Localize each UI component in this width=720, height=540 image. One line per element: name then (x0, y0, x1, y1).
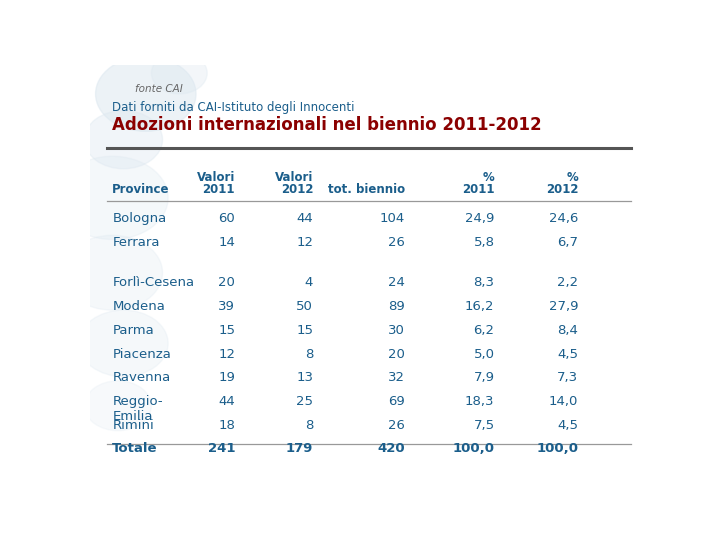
Circle shape (78, 310, 168, 377)
Circle shape (84, 111, 163, 168)
Text: Adozioni internazionali nel biennio 2011-2012: Adozioni internazionali nel biennio 2011… (112, 116, 542, 133)
Text: %: % (567, 171, 578, 184)
Text: 20: 20 (218, 276, 235, 289)
Text: 12: 12 (296, 236, 313, 249)
Circle shape (151, 52, 207, 94)
Text: 18,3: 18,3 (465, 395, 495, 408)
Text: 14,0: 14,0 (549, 395, 578, 408)
Text: 24,6: 24,6 (549, 212, 578, 225)
Circle shape (56, 156, 168, 239)
Text: 8: 8 (305, 418, 313, 431)
Text: Province: Province (112, 183, 170, 197)
Text: Valori: Valori (275, 171, 313, 184)
Text: Dati forniti da CAI-Istituto degli Innocenti: Dati forniti da CAI-Istituto degli Innoc… (112, 102, 355, 114)
Text: 179: 179 (286, 442, 313, 455)
Text: 104: 104 (380, 212, 405, 225)
Text: 2,2: 2,2 (557, 276, 578, 289)
Text: 15: 15 (296, 324, 313, 337)
Text: 2011: 2011 (462, 183, 495, 197)
Text: 4,5: 4,5 (557, 418, 578, 431)
Text: Reggio-
Emilia: Reggio- Emilia (112, 395, 163, 423)
Text: 44: 44 (297, 212, 313, 225)
Text: 4: 4 (305, 276, 313, 289)
Text: 25: 25 (296, 395, 313, 408)
Text: Rimini: Rimini (112, 418, 154, 431)
Text: 5,8: 5,8 (474, 236, 495, 249)
Text: 420: 420 (378, 442, 405, 455)
Text: 8: 8 (305, 348, 313, 361)
Text: 20: 20 (388, 348, 405, 361)
Text: 241: 241 (207, 442, 235, 455)
Text: 6,2: 6,2 (474, 324, 495, 337)
Text: 19: 19 (218, 371, 235, 384)
Text: 5,0: 5,0 (474, 348, 495, 361)
Text: 2012: 2012 (546, 183, 578, 197)
Text: %: % (483, 171, 495, 184)
Text: 26: 26 (388, 418, 405, 431)
Text: 16,2: 16,2 (465, 300, 495, 313)
Text: 18: 18 (218, 418, 235, 431)
Text: 27,9: 27,9 (549, 300, 578, 313)
Text: 100,0: 100,0 (536, 442, 578, 455)
Text: 12: 12 (218, 348, 235, 361)
Text: Totale: Totale (112, 442, 158, 455)
Text: 50: 50 (297, 300, 313, 313)
Text: 7,5: 7,5 (474, 418, 495, 431)
Text: Forlì-Cesena: Forlì-Cesena (112, 276, 194, 289)
Text: Valori: Valori (197, 171, 235, 184)
Text: 8,3: 8,3 (474, 276, 495, 289)
Text: 15: 15 (218, 324, 235, 337)
Text: 24,9: 24,9 (465, 212, 495, 225)
Text: 4,5: 4,5 (557, 348, 578, 361)
Text: tot. biennio: tot. biennio (328, 183, 405, 197)
Text: 39: 39 (218, 300, 235, 313)
Text: 14: 14 (218, 236, 235, 249)
Text: 100,0: 100,0 (453, 442, 495, 455)
Text: 2012: 2012 (281, 183, 313, 197)
Text: 32: 32 (388, 371, 405, 384)
Text: 24: 24 (388, 276, 405, 289)
Circle shape (96, 57, 196, 131)
Text: Ravenna: Ravenna (112, 371, 171, 384)
Text: Parma: Parma (112, 324, 154, 337)
Text: 26: 26 (388, 236, 405, 249)
Text: 8,4: 8,4 (557, 324, 578, 337)
Text: 60: 60 (218, 212, 235, 225)
Text: 30: 30 (388, 324, 405, 337)
Text: 69: 69 (389, 395, 405, 408)
Text: 7,9: 7,9 (474, 371, 495, 384)
Text: Modena: Modena (112, 300, 165, 313)
Text: 44: 44 (218, 395, 235, 408)
Text: 2011: 2011 (202, 183, 235, 197)
Text: Ferrara: Ferrara (112, 236, 160, 249)
Circle shape (62, 235, 163, 310)
Text: 7,3: 7,3 (557, 371, 578, 384)
Text: Piacenza: Piacenza (112, 348, 171, 361)
Text: 13: 13 (296, 371, 313, 384)
Text: fonte CAI: fonte CAI (135, 84, 182, 93)
Circle shape (84, 381, 151, 431)
Text: Bologna: Bologna (112, 212, 166, 225)
Text: 6,7: 6,7 (557, 236, 578, 249)
Text: 89: 89 (389, 300, 405, 313)
